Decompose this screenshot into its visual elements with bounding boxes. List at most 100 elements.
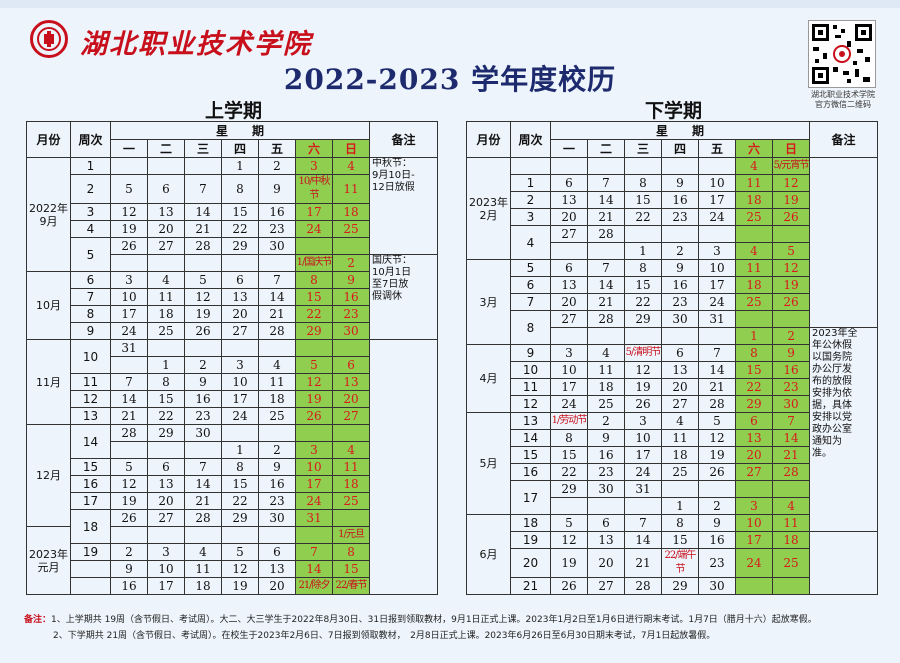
week-number: 2 bbox=[70, 174, 111, 204]
day-cell bbox=[184, 157, 222, 175]
day-cell: 17 bbox=[147, 577, 185, 595]
day-cell: 30 bbox=[258, 509, 296, 527]
semester1-title: 上学期 bbox=[205, 100, 263, 122]
day-cell: 23 bbox=[587, 463, 625, 481]
day-cell: 24 bbox=[221, 407, 259, 425]
holiday-day-cell: 1/劳动节 bbox=[550, 412, 588, 430]
qr-code-icon bbox=[808, 20, 876, 88]
weekend-day-cell bbox=[331, 237, 371, 255]
day-cell: 16 bbox=[258, 475, 296, 493]
week-row: 8 17 18 19 20 21 22 23 bbox=[27, 305, 438, 323]
day-cell: 4 bbox=[184, 543, 222, 561]
weekend-day-cell: 3 bbox=[295, 157, 333, 175]
day-cell: 29 bbox=[624, 310, 662, 328]
day-cell: 22 bbox=[550, 463, 588, 481]
day-cell: 6 bbox=[147, 458, 185, 476]
day-cell: 23 bbox=[661, 208, 699, 226]
weekend-day-cell: 4 bbox=[735, 242, 773, 260]
weekend-day-cell: 25 bbox=[771, 548, 811, 578]
month-cell: 2023年 2月 bbox=[466, 157, 511, 260]
weekend-day-cell bbox=[331, 339, 371, 357]
weekend-day-cell: 25 bbox=[331, 492, 371, 510]
day-cell: 28 bbox=[698, 395, 736, 413]
day-cell: 21 bbox=[698, 378, 736, 396]
day-cell: 3 bbox=[624, 412, 662, 430]
month-cell: 3月 bbox=[466, 259, 511, 345]
weekday-row: 一二三四五六日 bbox=[27, 139, 438, 158]
day-cell bbox=[550, 497, 588, 515]
day-cell bbox=[698, 157, 736, 175]
day-cell bbox=[221, 254, 259, 272]
weekday-header: 日 bbox=[771, 139, 811, 158]
weekend-day-cell: 10 bbox=[735, 514, 773, 532]
day-cell: 11 bbox=[661, 429, 699, 447]
weekend-day-cell: 23 bbox=[771, 378, 811, 396]
day-cell: 20 bbox=[147, 220, 185, 238]
weekend-day-cell: 26 bbox=[771, 208, 811, 226]
day-cell: 26 bbox=[110, 509, 148, 527]
week-row: 10 10 11 12 13 14 15 16 bbox=[467, 361, 878, 379]
day-cell: 30 bbox=[661, 310, 699, 328]
day-cell: 10 bbox=[698, 259, 736, 277]
day-cell: 8 bbox=[221, 174, 259, 204]
week-row: 12 14 15 16 17 18 19 20 bbox=[27, 390, 438, 408]
weekend-day-cell: 4 bbox=[735, 157, 773, 175]
day-cell: 7 bbox=[698, 344, 736, 362]
day-cell: 24 bbox=[698, 208, 736, 226]
header-row: 月份 周次星 期备注 bbox=[466, 121, 879, 158]
week-number: 5 bbox=[510, 259, 551, 277]
weekend-day-cell: 5 bbox=[295, 356, 333, 374]
weekend-day-cell: 18 bbox=[735, 276, 773, 294]
holiday-day-cell: 21/除夕 bbox=[295, 577, 333, 595]
weekend-day-cell: 15 bbox=[735, 361, 773, 379]
week-number: 13 bbox=[70, 407, 111, 425]
day-cell: 2 bbox=[258, 157, 296, 175]
weekend-day-cell: 2 bbox=[331, 254, 371, 272]
weekday-header: 二 bbox=[587, 139, 625, 158]
day-cell: 20 bbox=[661, 378, 699, 396]
day-cell: 8 bbox=[221, 458, 259, 476]
weekend-day-cell bbox=[735, 310, 773, 328]
day-cell: 18 bbox=[587, 378, 625, 396]
weekend-day-cell: 27 bbox=[735, 463, 773, 481]
week-number: 3 bbox=[510, 208, 551, 226]
day-cell: 15 bbox=[661, 531, 699, 549]
day-cell bbox=[661, 327, 699, 345]
holiday-day-cell: 5/清明节 bbox=[624, 344, 662, 362]
day-cell: 5 bbox=[698, 412, 736, 430]
month-cell: 2022年 9月 bbox=[26, 157, 71, 272]
day-cell: 2 bbox=[698, 497, 736, 515]
day-cell: 12 bbox=[110, 475, 148, 493]
day-cell: 11 bbox=[258, 373, 296, 391]
day-cell: 2 bbox=[661, 242, 699, 260]
day-cell: 15 bbox=[624, 191, 662, 209]
weekend-day-cell: 9 bbox=[771, 344, 811, 362]
day-cell: 14 bbox=[587, 276, 625, 294]
weekend-day-cell bbox=[771, 577, 811, 595]
day-cell: 17 bbox=[698, 191, 736, 209]
day-cell bbox=[587, 327, 625, 345]
remarks-header: 备注 bbox=[369, 121, 439, 158]
week-number: 14 bbox=[70, 424, 111, 459]
day-cell: 29 bbox=[550, 480, 588, 498]
week-number: 15 bbox=[510, 446, 551, 464]
day-cell: 5 bbox=[110, 174, 148, 204]
day-cell: 21 bbox=[184, 492, 222, 510]
day-cell bbox=[258, 339, 296, 357]
weekend-day-cell: 14 bbox=[771, 429, 811, 447]
day-cell: 19 bbox=[698, 446, 736, 464]
day-cell: 16 bbox=[587, 446, 625, 464]
weekend-day-cell bbox=[295, 526, 333, 544]
day-cell bbox=[624, 157, 662, 175]
week-number: 21 bbox=[510, 577, 551, 595]
day-cell: 21 bbox=[587, 208, 625, 226]
day-cell: 22 bbox=[624, 293, 662, 311]
day-cell bbox=[698, 225, 736, 243]
day-cell bbox=[110, 526, 148, 544]
week-row: 3月 5 6 7 8 9 10 11 12 bbox=[466, 259, 878, 345]
weekend-day-cell: 26 bbox=[771, 293, 811, 311]
remarks-header: 备注 bbox=[809, 121, 879, 158]
day-cell: 9 bbox=[661, 259, 699, 277]
month-cell: 5月 bbox=[466, 412, 511, 515]
day-cell bbox=[147, 441, 185, 459]
